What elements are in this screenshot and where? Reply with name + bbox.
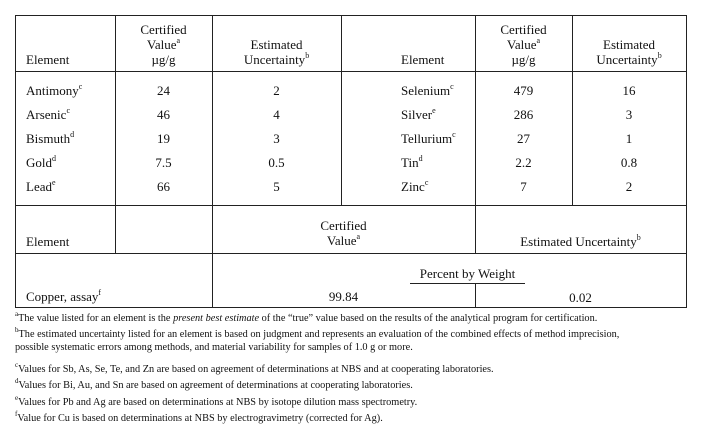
col-divider [212, 15, 213, 307]
footnote-e: eValues for Pb and Ag are based on deter… [15, 394, 418, 409]
copper-element: Copper, assayf [26, 288, 102, 305]
row-element: Leade [26, 178, 56, 195]
copper-value: 99.84 [328, 289, 359, 304]
col-divider [115, 15, 116, 253]
row-element: Tind [401, 154, 423, 171]
row-certified-value: 286 [513, 107, 534, 122]
row-estimated-uncertainty: 1 [625, 131, 633, 146]
row-certified-value: 7.5 [155, 155, 172, 170]
footnote-c: cValues for Sb, As, Se, Te, and Zn are b… [15, 361, 494, 376]
col-divider [572, 15, 573, 205]
row-estimated-uncertainty: 3 [273, 131, 280, 146]
lower-header-estimated-uncertainty: Estimated Uncertaintyb [520, 233, 641, 250]
row-element: Arsenicc [26, 106, 70, 123]
row-estimated-uncertainty: 2 [625, 179, 633, 194]
table-border-bottom [15, 307, 687, 308]
row-element: Telluriumc [401, 130, 456, 147]
lower-header-divider [15, 253, 687, 254]
table-border-left [15, 15, 16, 308]
row-certified-value: 27 [517, 131, 530, 146]
row-estimated-uncertainty: 2 [273, 83, 280, 98]
row-element: Bismuthd [26, 130, 75, 147]
row-element: Silvere [401, 106, 436, 123]
row-certified-value: 2.2 [515, 155, 532, 170]
row-certified-value: 46 [157, 107, 170, 122]
row-certified-value: 479 [513, 83, 534, 98]
header-estimated-uncertainty: Estimated Uncertaintyb [596, 37, 662, 67]
copper-uncertainty: 0.02 [569, 290, 592, 305]
row-element: Goldd [26, 154, 56, 171]
footnote-d: dValues for Bi, Au, and Sn are based on … [15, 377, 413, 392]
row-estimated-uncertainty: 16 [622, 83, 636, 98]
unit-underline [410, 283, 525, 284]
header-element: Element [401, 52, 445, 67]
row-certified-value: 7 [520, 179, 527, 194]
row-certified-value: 66 [157, 179, 170, 194]
footnote-b: bThe estimated uncertainty listed for an… [15, 326, 620, 354]
header-certified-value: Certified Valuea µg/g [500, 22, 547, 67]
header-element: Element [26, 52, 70, 67]
row-estimated-uncertainty: 3 [625, 107, 633, 122]
footnote-f: fValue for Cu is based on determinations… [15, 410, 383, 425]
row-estimated-uncertainty: 0.5 [268, 155, 285, 170]
header-certified-value: Certified Valuea µg/g [140, 22, 187, 67]
col-divider [475, 283, 476, 307]
row-certified-value: 24 [157, 83, 170, 98]
table-border-right [686, 15, 687, 308]
row-certified-value: 19 [157, 131, 170, 146]
row-estimated-uncertainty: 0.8 [620, 155, 638, 170]
header-divider [15, 71, 687, 72]
row-element: Seleniumc [401, 82, 454, 99]
col-divider [341, 15, 342, 205]
unit-label: Percent by Weight [419, 266, 516, 281]
lower-header-certified-value: Certified Valuea [320, 218, 367, 248]
row-element: Zincc [401, 178, 429, 195]
row-element: Antimonyc [26, 82, 83, 99]
row-estimated-uncertainty: 4 [273, 107, 280, 122]
header-estimated-uncertainty: Estimated Uncertaintyb [243, 37, 310, 67]
table-border-top [15, 15, 687, 16]
section-divider [15, 205, 687, 206]
col-divider [475, 15, 476, 253]
footnote-a: aThe value listed for an element is the … [15, 310, 598, 325]
row-estimated-uncertainty: 5 [273, 179, 280, 194]
lower-header-element: Element [26, 234, 70, 249]
